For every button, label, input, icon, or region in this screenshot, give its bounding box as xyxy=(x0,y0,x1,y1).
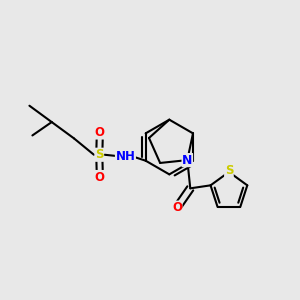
Text: O: O xyxy=(172,201,182,214)
Text: S: S xyxy=(225,164,233,177)
Text: S: S xyxy=(95,148,103,161)
Text: O: O xyxy=(95,170,105,184)
Text: N: N xyxy=(182,154,193,166)
Text: O: O xyxy=(95,126,105,139)
Text: NH: NH xyxy=(116,150,135,163)
